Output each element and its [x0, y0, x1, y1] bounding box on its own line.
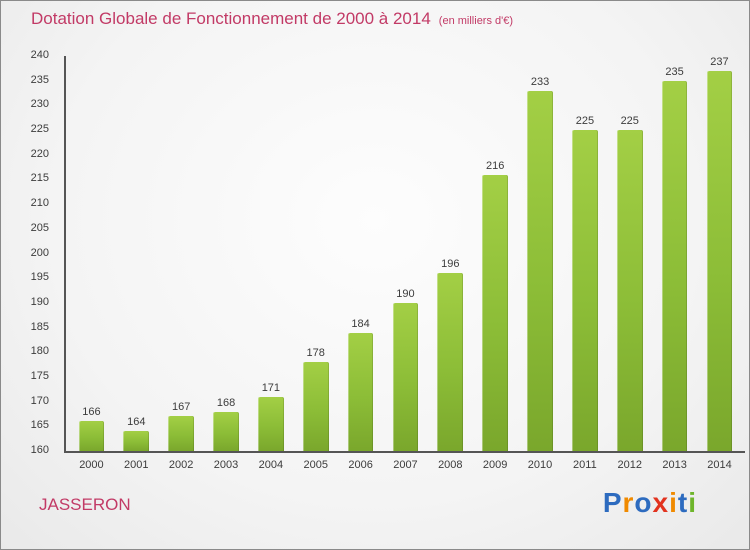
- chart-title-text: Dotation Globale de Fonctionnement de 20…: [31, 9, 431, 28]
- bar-value-label: 168: [216, 396, 236, 409]
- bar-value-label: 237: [710, 56, 729, 68]
- bar: [213, 411, 239, 451]
- x-axis-label: 2003: [213, 459, 239, 471]
- x-axis-label: 2008: [438, 459, 463, 471]
- y-tick-label: 190: [30, 295, 49, 308]
- y-tick-label: 215: [30, 172, 49, 185]
- bar-value-label: 233: [530, 75, 550, 88]
- chart-title: Dotation Globale de Fonctionnement de 20…: [31, 9, 513, 29]
- bar-group: 196 2008: [433, 56, 468, 471]
- bar-group: 233 2010: [523, 56, 558, 471]
- bar: [78, 421, 105, 451]
- logo-letter: P: [602, 487, 623, 518]
- bar: [437, 273, 464, 451]
- y-tick-label: 175: [30, 369, 49, 382]
- bar: [616, 130, 643, 451]
- y-tick-label: 240: [30, 49, 49, 61]
- y-tick-label: 180: [30, 345, 49, 358]
- bar: [661, 80, 688, 451]
- bar-group: 237 2014: [702, 56, 737, 471]
- logo-letter: i: [688, 487, 697, 518]
- bar-group: 168 2003: [209, 56, 244, 471]
- x-axis-label: 2005: [303, 459, 328, 471]
- bar: [302, 362, 329, 451]
- y-tick-label: 185: [30, 320, 49, 333]
- bar: [706, 71, 733, 451]
- bar-group: 225 2012: [612, 56, 647, 471]
- bar-value-label: 225: [575, 115, 595, 128]
- x-axis-label: 2010: [527, 459, 553, 471]
- bar-group: 184 2006: [343, 56, 378, 471]
- x-axis-label: 2001: [124, 459, 149, 471]
- bar-value-label: 167: [171, 401, 191, 414]
- x-axis-label: 2014: [707, 459, 732, 471]
- y-tick-label: 165: [30, 419, 49, 432]
- x-axis-label: 2012: [617, 459, 642, 471]
- y-tick-label: 205: [30, 221, 49, 234]
- bar-value-label: 196: [441, 258, 460, 271]
- bar: [482, 174, 509, 451]
- bar-group: 164 2001: [119, 56, 154, 471]
- x-axis-label: 2004: [258, 459, 284, 471]
- logo-letter: x: [652, 487, 670, 518]
- bar-group: 167 2002: [164, 56, 199, 471]
- bar: [168, 416, 195, 451]
- y-tick-label: 170: [30, 394, 49, 407]
- proxiti-logo[interactable]: Proxiti: [603, 487, 697, 519]
- bar-value-label: 171: [261, 381, 281, 394]
- y-tick-label: 200: [30, 246, 49, 259]
- x-axis-label: 2013: [662, 459, 687, 471]
- x-axis-label: 2011: [573, 459, 597, 471]
- x-axis-label: 2000: [79, 459, 104, 471]
- bar: [527, 90, 553, 451]
- bar-group: 216 2009: [478, 56, 513, 471]
- bar-value-label: 184: [351, 317, 370, 330]
- y-tick-label: 160: [30, 444, 49, 456]
- logo-letter: t: [677, 487, 689, 518]
- logo-letter: r: [622, 487, 635, 518]
- bar-group: 190 2007: [388, 56, 423, 471]
- bars: 166 2000 164 2001 167 2002 168 2003 171 2004 178 20…: [66, 56, 745, 471]
- bar-value-label: 166: [82, 406, 101, 419]
- logo-letter: o: [634, 487, 653, 518]
- bar: [257, 396, 284, 451]
- bar-group: 235 2013: [657, 56, 692, 471]
- bar-group: 166 2000: [74, 56, 109, 471]
- x-axis-label: 2009: [482, 459, 508, 471]
- place-name: JASSERON: [39, 495, 131, 514]
- x-axis-label: 2006: [348, 459, 373, 471]
- bar: [392, 302, 419, 451]
- y-tick-label: 220: [30, 147, 49, 160]
- bar-value-label: 178: [306, 347, 325, 360]
- x-axis-label: 2007: [393, 459, 418, 471]
- y-tick-label: 235: [30, 73, 49, 86]
- bar: [347, 332, 374, 451]
- bar-group: 178 2005: [298, 56, 333, 471]
- bar-group: 225 2011: [567, 56, 602, 471]
- x-axis-label: 2002: [168, 459, 194, 471]
- y-tick-label: 195: [30, 271, 49, 284]
- y-tick-label: 210: [30, 197, 49, 210]
- plot-area: 166 2000 164 2001 167 2002 168 2003 171 2004 178 20…: [64, 56, 745, 471]
- bar: [123, 431, 150, 451]
- bar-value-label: 225: [620, 115, 639, 128]
- logo-letter: i: [669, 487, 678, 518]
- y-tick-label: 225: [30, 123, 49, 136]
- bar: [571, 130, 598, 451]
- bar-value-label: 164: [127, 416, 146, 429]
- y-axis: 240 235 230 225 220 215 210 205 200 195 190 185 180 1…: [1, 49, 57, 456]
- bar-value-label: 216: [485, 159, 505, 172]
- y-tick-label: 230: [30, 98, 49, 111]
- bar-group: 171 2004: [253, 56, 288, 471]
- bar-value-label: 235: [665, 65, 684, 78]
- bar-value-label: 190: [396, 287, 415, 300]
- chart-subtitle: (en milliers d'€): [438, 15, 514, 27]
